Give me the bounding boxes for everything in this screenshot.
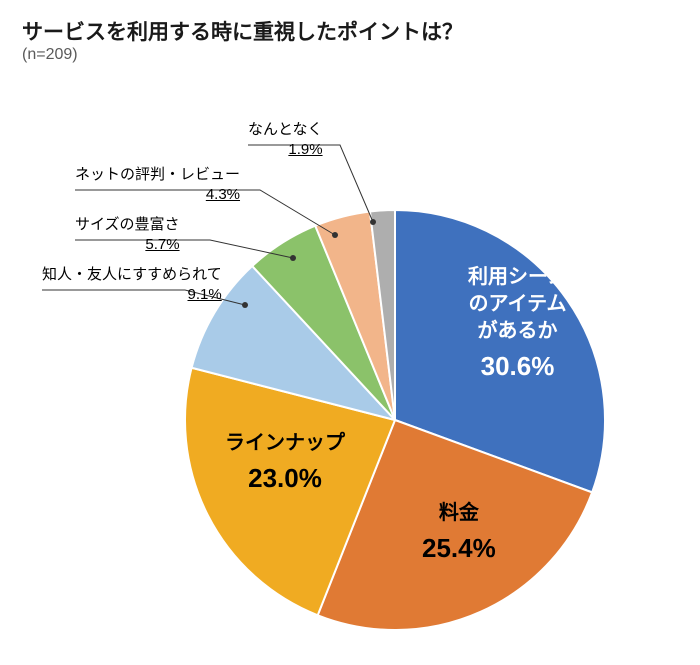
slice-name: 料金 [422, 500, 496, 527]
slice-name: 利用シーン [468, 264, 567, 291]
outer-label-value: 4.3% [75, 185, 240, 205]
slice-value: 23.0% [225, 461, 345, 496]
slice-label: 料金 25.4% [422, 500, 496, 566]
outer-label-name: 知人・友人にすすめられて [42, 265, 222, 285]
slice-name: ラインナップ [225, 430, 345, 457]
outer-label: サイズの豊富さ5.7% [75, 215, 180, 256]
outer-label-name: なんとなく [248, 120, 323, 140]
outer-label-value: 5.7% [75, 235, 180, 255]
slice-value: 25.4% [422, 531, 496, 566]
slice-label: ラインナップ 23.0% [225, 430, 345, 496]
slice-name: があるか [468, 318, 567, 345]
outer-label-name: ネットの評判・レビュー [75, 165, 240, 185]
outer-label: 知人・友人にすすめられて9.1% [42, 265, 222, 306]
slice-name: のアイテム [468, 291, 567, 318]
outer-label-value: 1.9% [248, 140, 323, 160]
slice-value: 30.6% [468, 349, 567, 384]
outer-label: なんとなく1.9% [248, 120, 323, 161]
slice-label: 利用シーンのアイテムがあるか 30.6% [468, 264, 567, 384]
pie-chart: 利用シーンのアイテムがあるか 30.6% 料金 25.4% ラインナップ 23.0% 知人・… [0, 0, 700, 660]
outer-label-name: サイズの豊富さ [75, 215, 180, 235]
pie-svg [0, 0, 700, 660]
outer-label-value: 9.1% [42, 285, 222, 305]
outer-label: ネットの評判・レビュー4.3% [75, 165, 240, 206]
